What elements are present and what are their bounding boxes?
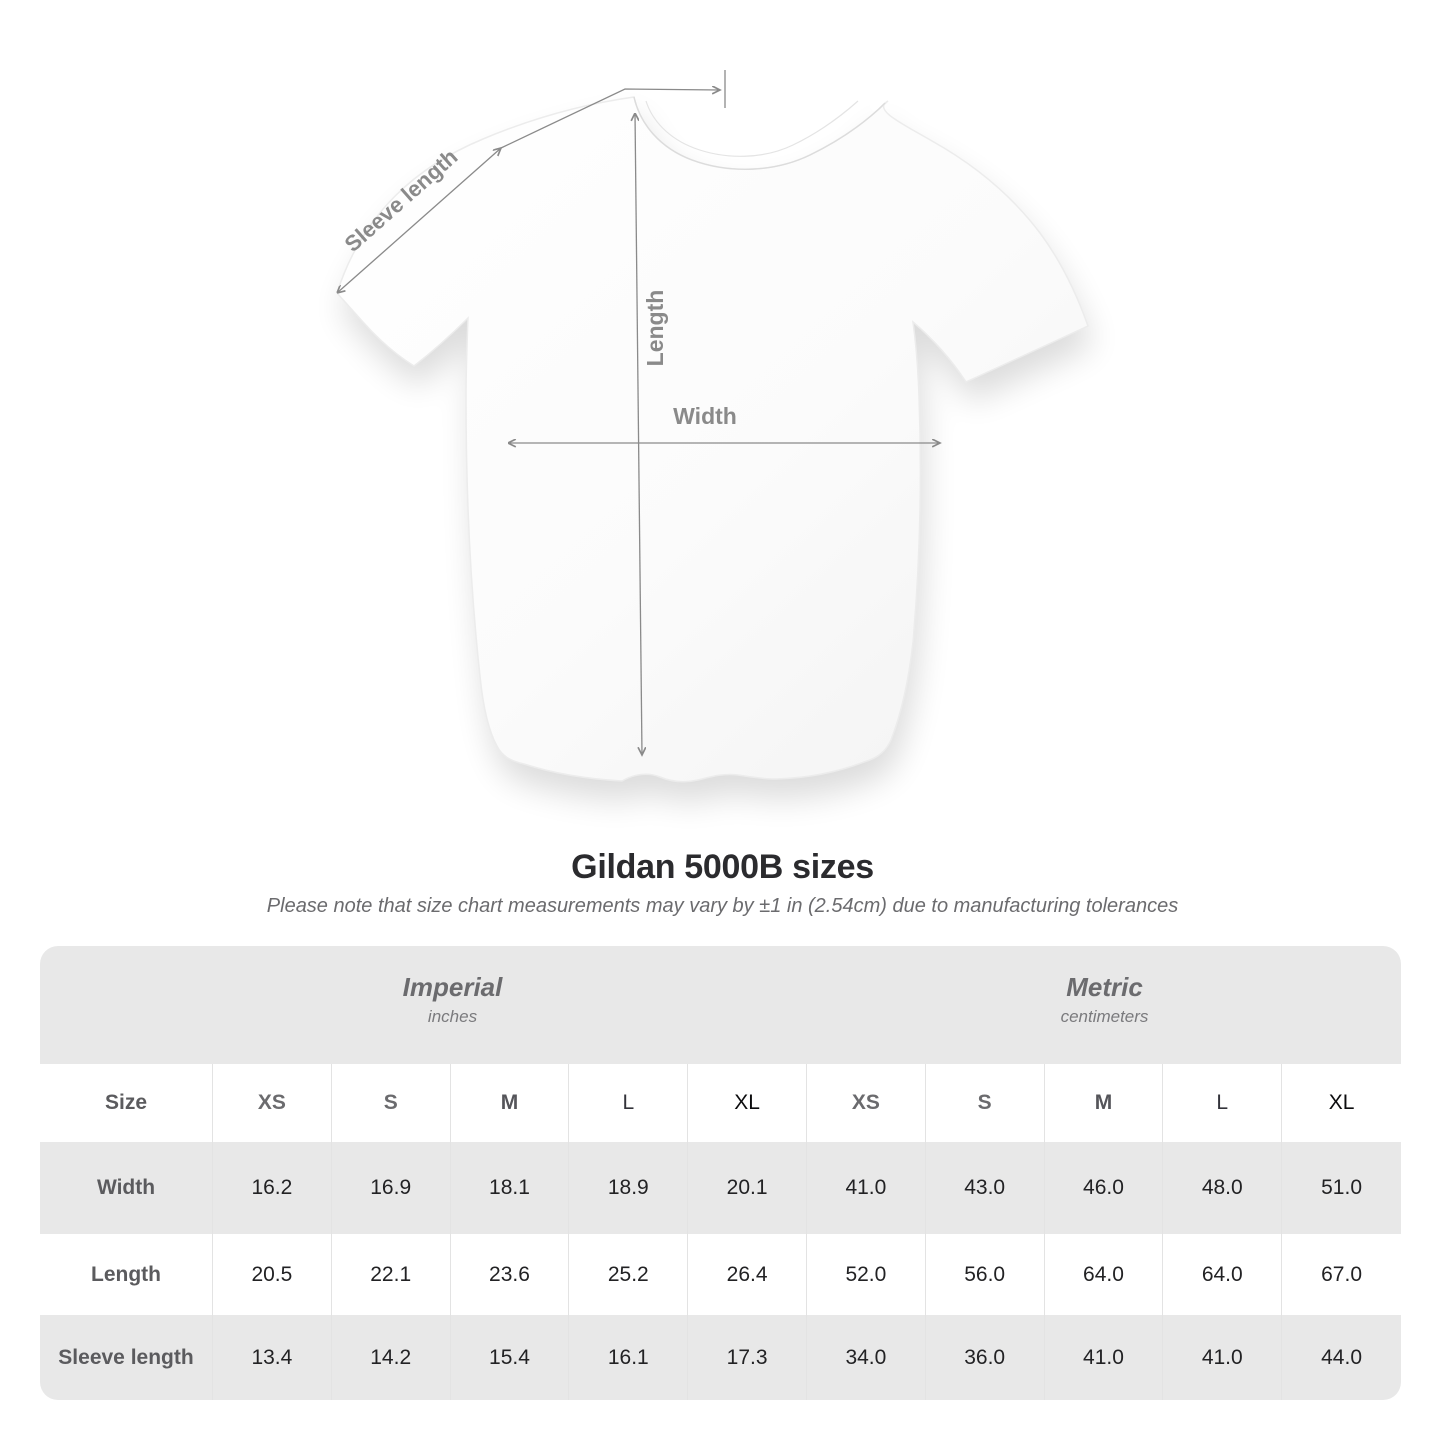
svg-text:Length: Length [642,290,668,367]
svg-text:Width: Width [673,403,737,429]
